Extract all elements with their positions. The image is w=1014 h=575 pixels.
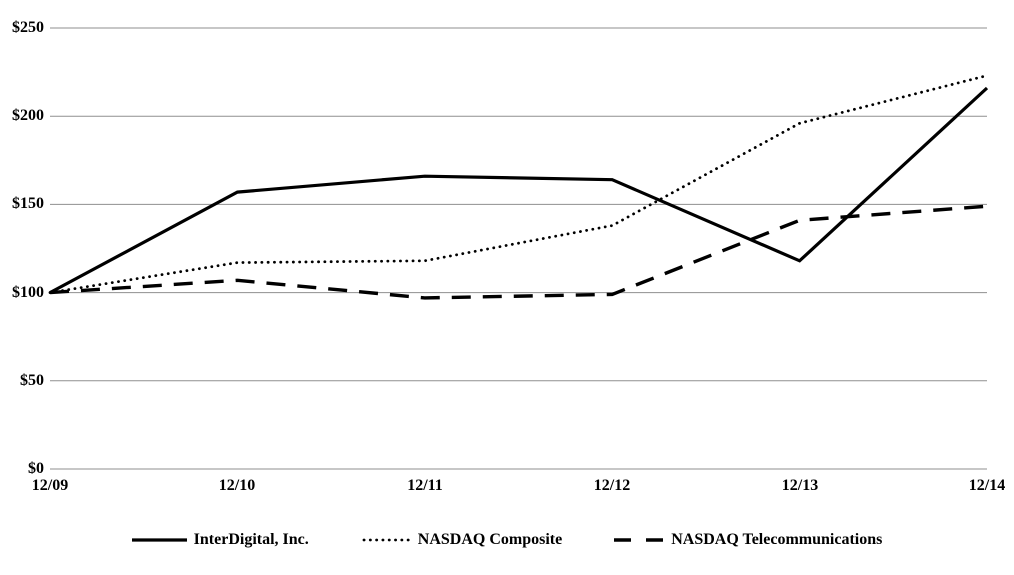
x-axis-label: 12/13: [781, 477, 819, 494]
solid-line-swatch-icon: [131, 538, 187, 542]
x-axis-label: 12/12: [593, 477, 631, 494]
dashed-line-swatch-icon: [614, 538, 665, 542]
y-axis-label: $200: [12, 107, 44, 124]
x-axis-label: 12/09: [31, 477, 69, 494]
y-axis-label: $150: [12, 195, 44, 212]
legend-item-nasdaq-composite: NASDAQ Composite: [361, 531, 562, 549]
legend-item-interdigital: InterDigital, Inc.: [131, 531, 309, 549]
x-axis-label: 12/10: [218, 477, 256, 494]
legend-label: NASDAQ Telecommunications: [671, 531, 883, 548]
x-axis-label: 12/11: [407, 477, 443, 494]
dotted-line-swatch-icon: [362, 538, 411, 542]
y-axis-label: $100: [12, 284, 44, 301]
y-axis-label: $50: [20, 372, 44, 389]
y-axis-label: $250: [12, 19, 44, 36]
x-axis-label: 12/14: [968, 477, 1006, 494]
legend-label: NASDAQ Composite: [417, 531, 563, 548]
legend-label: InterDigital, Inc.: [193, 531, 309, 548]
legend: InterDigital, Inc. NASDAQ Composite NASD…: [0, 528, 1014, 552]
y-axis-label: $0: [28, 460, 44, 477]
legend-item-nasdaq-telecom: NASDAQ Telecommunications: [614, 531, 882, 549]
